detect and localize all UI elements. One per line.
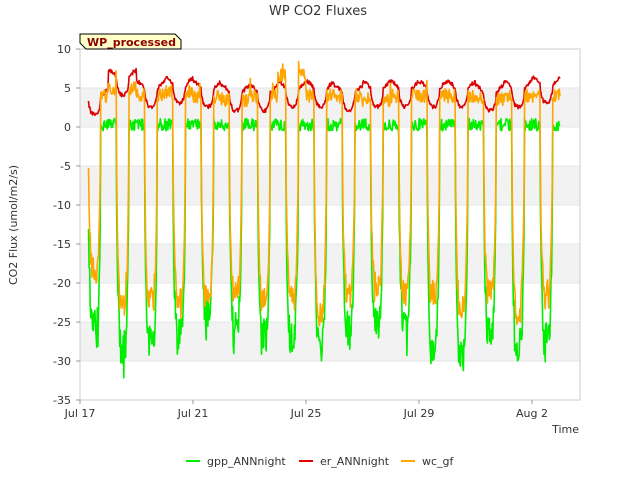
y-tick-label: -15: [53, 238, 71, 251]
band-1: [80, 322, 580, 361]
x-axis-label: Time: [551, 423, 579, 436]
x-axis-ticks: Jul 17 Jul 21 Jul 25 Jul 29 Aug 2: [64, 400, 548, 420]
series-line-wc_gf: [87, 60, 561, 327]
legend-label-gpp_ANNnight: gpp_ANNnight: [207, 455, 286, 468]
band-6: [80, 127, 580, 166]
x-tick-label: Jul 21: [177, 407, 209, 420]
band-2: [80, 283, 580, 322]
series-line-er_ANNnight: [87, 67, 561, 117]
legend-label-wc_gf: wc_gf: [422, 455, 455, 468]
band-5: [80, 166, 580, 205]
x-tick-label: Aug 2: [516, 407, 548, 420]
plot-frame: [79, 48, 581, 401]
series-line-gpp_ANNnight: [87, 117, 561, 379]
processed-tag-box: [79, 33, 182, 50]
y-tick-label: 5: [64, 82, 71, 95]
band-0: [80, 361, 580, 400]
legend: gpp_ANNnight er_ANNnight wc_gf: [186, 455, 455, 468]
x-tick-label: Jul 29: [403, 407, 435, 420]
y-tick-label: -5: [60, 160, 71, 173]
processed-tag-label: WP_processed: [87, 36, 176, 49]
chart-title: WP CO2 Fluxes: [269, 4, 367, 19]
y-tick-label: 10: [57, 43, 71, 56]
processed-tag: WP_processed: [79, 33, 182, 50]
y-axis-ticks: 10 5 0 -5 -10 -15 -20 -25 -30 -35: [53, 43, 80, 407]
y-tick-label: -20: [53, 277, 71, 290]
y-tick-label: -25: [53, 316, 71, 329]
y-tick-label: -30: [53, 355, 71, 368]
y-tick-label: 0: [64, 121, 71, 134]
x-tick-label: Jul 17: [64, 407, 96, 420]
band-4: [80, 205, 580, 244]
series-layer: [87, 60, 561, 379]
x-tick-label: Jul 25: [290, 407, 322, 420]
band-3: [80, 244, 580, 283]
y-tick-label: -10: [53, 199, 71, 212]
legend-label-er_ANNnight: er_ANNnight: [320, 455, 390, 468]
y-axis-label: CO2 Flux (umol/m2/s): [7, 165, 20, 285]
y-tick-label: -35: [53, 394, 71, 407]
